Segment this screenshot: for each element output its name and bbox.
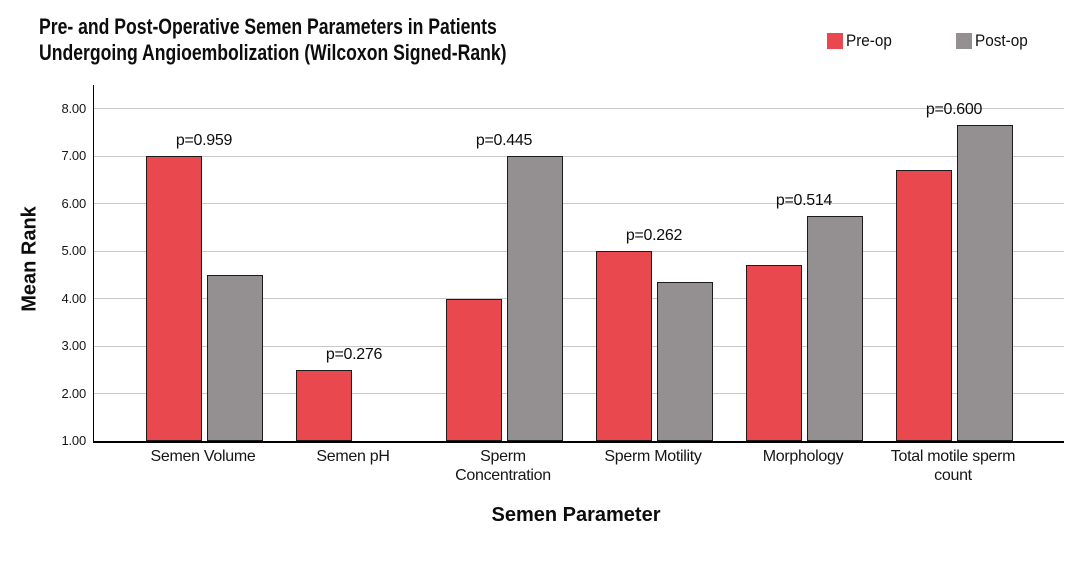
x-tick-label-1: Semen Volume [150, 448, 256, 465]
y-tick-label: 1.00 [61, 433, 86, 448]
y-tick-label: 5.00 [61, 243, 86, 259]
legend: Pre-op Post-op [0, 31, 1080, 51]
chart-title-line1: Pre- and Post-Operative Semen Parameters… [39, 14, 497, 39]
x-tick-label-3: Sperm Concentration [455, 448, 551, 484]
y-tick-label: 2.00 [61, 385, 86, 401]
bar-post-op-3 [506, 156, 563, 441]
post-op-swatch [956, 33, 972, 49]
legend-label-post-op: Post-op [975, 31, 1028, 50]
gridline-8 [94, 108, 1064, 110]
y-tick-label: 6.00 [61, 195, 86, 211]
bar-pre-op-2 [295, 369, 352, 441]
x-axis-title: Semen Parameter [491, 504, 661, 526]
y-tick-label: 4.00 [61, 290, 86, 306]
x-tick-label-6: Total motile sperm count [890, 448, 1016, 484]
p-value-label-6: p=0.600 [925, 101, 983, 119]
gridline-4 [94, 298, 1064, 300]
gridline-6 [94, 203, 1064, 205]
x-tick-label-4: Sperm Motility [604, 448, 702, 465]
bar-post-op-4 [656, 282, 713, 441]
bar-pre-op-6 [895, 170, 952, 441]
p-value-label-5: p=0.514 [775, 191, 833, 209]
bar-pre-op-3 [445, 298, 502, 441]
bar-post-op-5 [806, 215, 863, 441]
y-tick-label: 3.00 [61, 338, 86, 354]
x-tick-label-5: Morphology [762, 448, 844, 465]
p-value-label-3: p=0.445 [475, 132, 533, 150]
legend-item-pre-op: Pre-op [827, 31, 897, 51]
bar-pre-op-1 [145, 156, 202, 441]
chart-title-line2: Undergoing Angioembolization (Wilcoxon S… [39, 40, 507, 65]
bar-pre-op-5 [745, 265, 802, 441]
p-value-label-2: p=0.276 [325, 345, 383, 363]
legend-label-pre-op: Pre-op [846, 31, 892, 50]
bar-pre-op-4 [595, 251, 652, 441]
plot-area: p=0.959 p=0.276 p=0.445 p=0.262 p=0.514 p=0.6… [93, 85, 1064, 443]
legend-item-post-op: Post-op [956, 31, 1034, 51]
y-tick-label: 7.00 [61, 148, 86, 164]
gridline-7 [94, 155, 1064, 157]
p-value-label-1: p=0.959 [175, 132, 233, 150]
bar-post-op-6 [956, 125, 1013, 441]
x-tick-label-2: Semen pH [316, 448, 390, 465]
p-value-label-4: p=0.262 [625, 227, 683, 245]
y-tick-label: 8.00 [61, 100, 86, 116]
gridline-2 [94, 393, 1064, 395]
chart-title: Pre- and Post-Operative Semen Parameters… [39, 14, 507, 66]
gridline-5 [94, 250, 1064, 252]
bar-post-op-1 [206, 274, 263, 441]
pre-op-swatch [827, 33, 843, 49]
gridline-3 [94, 345, 1064, 347]
